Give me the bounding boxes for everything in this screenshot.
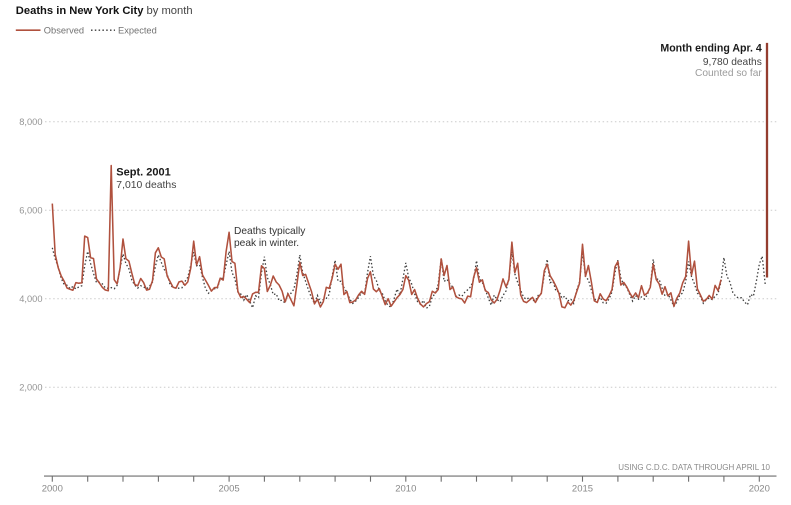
svg-text:Sept. 2001: Sept. 2001 xyxy=(116,167,170,179)
svg-text:7,010 deaths: 7,010 deaths xyxy=(116,180,176,191)
svg-text:4,000: 4,000 xyxy=(19,294,42,304)
svg-text:2000: 2000 xyxy=(42,484,63,495)
svg-text:Month ending Apr. 4: Month ending Apr. 4 xyxy=(660,43,762,55)
svg-text:Observed: Observed xyxy=(44,26,84,36)
svg-text:6,000: 6,000 xyxy=(19,205,42,215)
svg-text:2015: 2015 xyxy=(572,484,593,495)
svg-text:2005: 2005 xyxy=(219,484,240,495)
svg-text:2,000: 2,000 xyxy=(19,382,42,392)
svg-text:2010: 2010 xyxy=(395,484,416,495)
svg-text:USING C.D.C. DATA THROUGH APRI: USING C.D.C. DATA THROUGH APRIL 10 xyxy=(618,463,770,472)
svg-text:2020: 2020 xyxy=(749,484,770,495)
svg-text:peak in winter.: peak in winter. xyxy=(234,238,299,249)
svg-text:8,000: 8,000 xyxy=(19,117,42,127)
svg-text:9,780 deaths: 9,780 deaths xyxy=(703,57,762,68)
svg-text:Expected: Expected xyxy=(118,26,157,36)
svg-text:Deaths in New York City by mon: Deaths in New York City by month xyxy=(16,5,193,17)
svg-text:Counted so far: Counted so far xyxy=(695,68,762,79)
svg-text:Deaths typically: Deaths typically xyxy=(234,226,306,237)
